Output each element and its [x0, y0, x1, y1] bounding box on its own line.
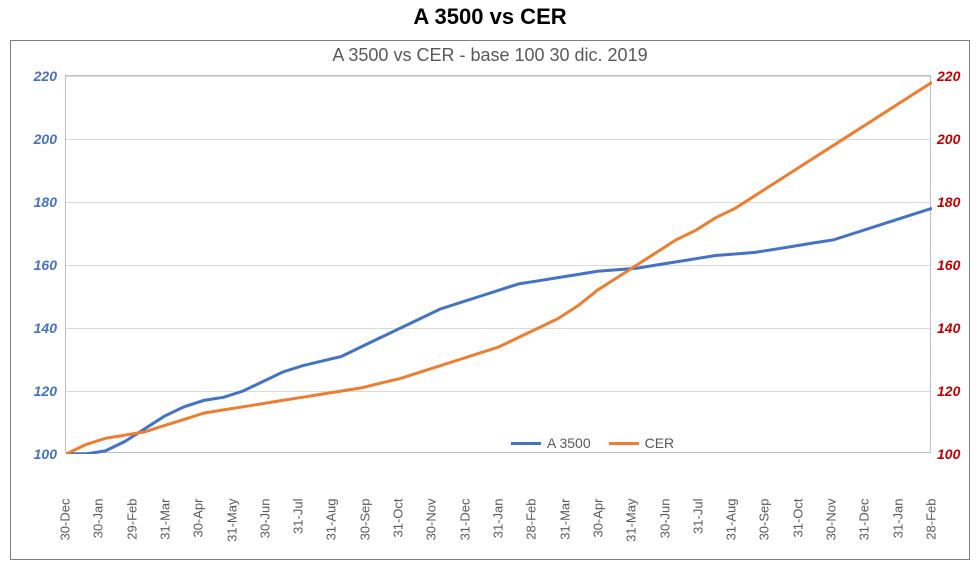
x-label: 30-Nov: [824, 499, 839, 569]
x-label: 30-Jun: [257, 499, 272, 569]
x-label: 30-Apr: [191, 499, 206, 569]
chart-container: A 3500 vs CER - base 100 30 dic. 2019 A …: [10, 40, 970, 560]
x-label: 28-Feb: [524, 499, 539, 569]
x-label: 31-Dec: [457, 499, 472, 569]
legend-item: CER: [609, 435, 675, 451]
x-label: 31-Dec: [857, 499, 872, 569]
y-right-label: 200: [937, 131, 960, 147]
x-label: 30-Sep: [357, 499, 372, 569]
series-line-cer: [66, 82, 932, 454]
x-label: 31-Jan: [890, 499, 905, 569]
x-label: 31-Jul: [291, 499, 306, 569]
x-label: 29-Feb: [124, 499, 139, 569]
y-right-label: 140: [937, 320, 960, 336]
plot-area: [65, 75, 931, 453]
x-label: 31-Oct: [391, 499, 406, 569]
y-left-label: 220: [34, 68, 57, 84]
y-right-label: 100: [937, 446, 960, 462]
y-left-label: 100: [34, 446, 57, 462]
x-label: 28-Feb: [924, 499, 939, 569]
y-left-label: 140: [34, 320, 57, 336]
page-title: A 3500 vs CER: [0, 4, 980, 30]
x-label: 31-Oct: [790, 499, 805, 569]
x-label: 31-May: [624, 499, 639, 569]
y-left-label: 200: [34, 131, 57, 147]
x-label: 30-Dec: [58, 499, 73, 569]
chart-title: A 3500 vs CER - base 100 30 dic. 2019: [11, 45, 969, 66]
legend-label: A 3500: [547, 435, 591, 451]
x-label: 30-Jun: [657, 499, 672, 569]
y-right-label: 120: [937, 383, 960, 399]
y-right-label: 220: [937, 68, 960, 84]
y-left-label: 180: [34, 194, 57, 210]
legend-label: CER: [645, 435, 675, 451]
legend-item: A 3500: [511, 435, 591, 451]
x-label: 30-Jan: [91, 499, 106, 569]
x-label: 31-Jan: [491, 499, 506, 569]
legend: A 3500 CER: [511, 435, 674, 451]
chart-lines: [66, 76, 932, 454]
legend-swatch: [511, 442, 541, 445]
y-left-label: 120: [34, 383, 57, 399]
y-right-label: 180: [937, 194, 960, 210]
x-label: 31-May: [224, 499, 239, 569]
y-right-label: 160: [937, 257, 960, 273]
x-label: 30-Sep: [757, 499, 772, 569]
x-label: 30-Apr: [590, 499, 605, 569]
x-label: 31-Aug: [324, 499, 339, 569]
y-left-label: 160: [34, 257, 57, 273]
legend-swatch: [609, 442, 639, 445]
x-label: 31-Mar: [557, 499, 572, 569]
x-label: 31-Mar: [157, 499, 172, 569]
page-root: A 3500 vs CER A 3500 vs CER - base 100 3…: [0, 0, 980, 570]
x-label: 31-Aug: [724, 499, 739, 569]
x-label: 31-Jul: [690, 499, 705, 569]
x-label: 30-Nov: [424, 499, 439, 569]
